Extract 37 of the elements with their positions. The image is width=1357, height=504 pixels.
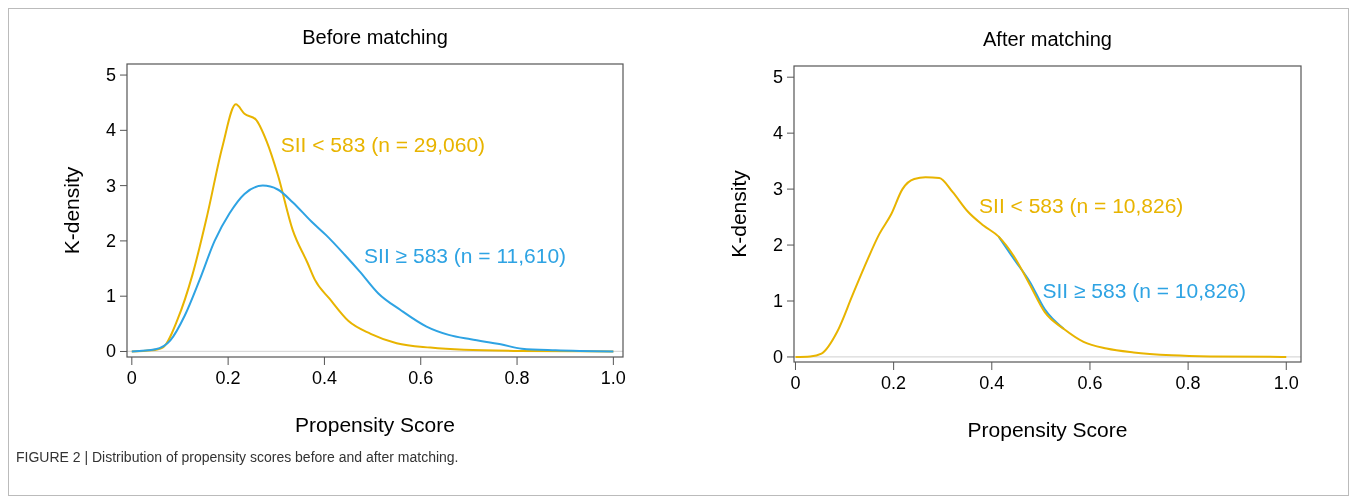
x-tick-label: 1.0 [1273, 373, 1299, 393]
x-tick-label: 0.2 [881, 373, 907, 393]
y-axis-title: K-density [60, 166, 83, 255]
y-tick-label: 1 [772, 291, 783, 312]
y-tick-label: 5 [772, 67, 783, 88]
line-series [794, 176, 1288, 358]
x-tick-label: 1.0 [600, 368, 626, 388]
y-tick-label: 3 [105, 175, 116, 196]
chart-title: After matching [983, 28, 1112, 50]
x-tick-label: 0.8 [1175, 373, 1201, 393]
y-tick-label: 0 [772, 346, 783, 367]
series-label: SII ≥ 583 (n = 10,826) [1042, 278, 1247, 302]
y-tick-label: 2 [105, 230, 116, 251]
x-tick-label: 0 [126, 368, 137, 388]
y-tick-label: 4 [772, 123, 783, 144]
y-tick-label: 1 [105, 286, 116, 307]
x-tick-label: 0.4 [311, 368, 337, 388]
chart-title: Before matching [302, 26, 448, 48]
y-tick-label: 4 [105, 120, 116, 141]
x-tick-label: 0.8 [504, 368, 530, 388]
x-tick-label: 0.6 [408, 368, 434, 388]
y-axis-title: K-density [727, 169, 750, 258]
x-tick-label: 0.2 [215, 368, 241, 388]
series-label: SII < 583 (n = 10,826) [979, 193, 1184, 217]
y-tick-label: 2 [772, 235, 783, 256]
series-label: SII < 583 (n = 29,060) [280, 132, 486, 156]
y-tick-label: 5 [105, 65, 116, 86]
x-tick-label: 0.6 [1077, 373, 1103, 393]
line-series [130, 184, 615, 353]
x-axis-title: Propensity Score [295, 413, 455, 436]
caption: FIGURE 2 | Distribution of propensity scores before and after matching. [16, 449, 459, 465]
y-tick-label: 3 [772, 179, 783, 200]
x-tick-label: 0.4 [979, 373, 1005, 393]
x-tick-label: 0 [790, 373, 801, 393]
series-label: SII ≥ 583 (n = 11,610) [364, 243, 567, 267]
y-tick-label: 0 [105, 341, 116, 362]
x-axis-title: Propensity Score [967, 418, 1128, 441]
